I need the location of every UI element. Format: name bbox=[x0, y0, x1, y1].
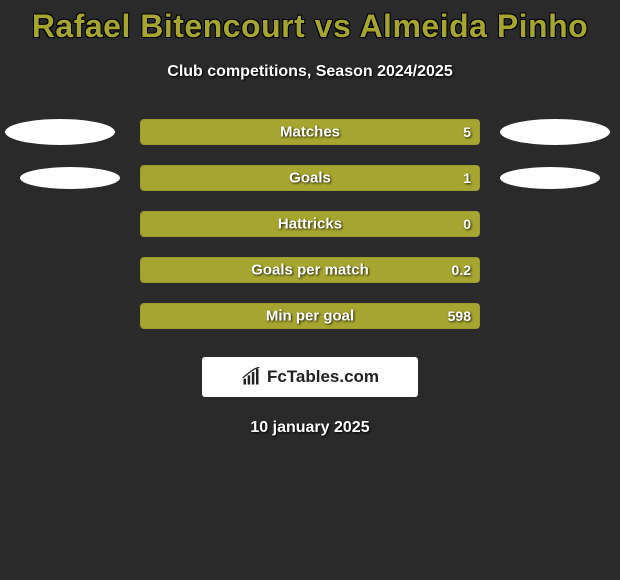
stats-container: Matches5 Goals1 Hattricks0 Goals per match0… bbox=[0, 119, 620, 329]
stat-row: Hattricks0 bbox=[0, 211, 620, 237]
stat-bar: Goals per match0.2 bbox=[140, 257, 480, 283]
stat-value: 0.2 bbox=[452, 262, 471, 278]
stat-value: 5 bbox=[463, 124, 471, 140]
stat-bar-fill bbox=[141, 212, 479, 236]
stat-row: Matches5 bbox=[0, 119, 620, 145]
stat-bar: Matches5 bbox=[140, 119, 480, 145]
stat-bar-fill bbox=[141, 120, 479, 144]
stat-row: Min per goal598 bbox=[0, 303, 620, 329]
subtitle: Club competitions, Season 2024/2025 bbox=[0, 63, 620, 81]
stat-value: 1 bbox=[463, 170, 471, 186]
stat-bar-fill bbox=[141, 258, 479, 282]
player-marker-left bbox=[5, 119, 115, 145]
stat-bar: Hattricks0 bbox=[140, 211, 480, 237]
stat-value: 0 bbox=[463, 216, 471, 232]
player-marker-right bbox=[500, 119, 610, 145]
stat-bar-fill bbox=[141, 166, 479, 190]
stat-row: Goals per match0.2 bbox=[0, 257, 620, 283]
player-marker-right bbox=[500, 167, 600, 189]
stat-bar: Min per goal598 bbox=[140, 303, 480, 329]
date-text: 10 january 2025 bbox=[0, 419, 620, 437]
stat-value: 598 bbox=[448, 308, 471, 324]
brand-text: FcTables.com bbox=[267, 367, 379, 387]
chart-icon bbox=[241, 367, 261, 387]
stat-row: Goals1 bbox=[0, 165, 620, 191]
player-marker-left bbox=[20, 167, 120, 189]
brand-box[interactable]: FcTables.com bbox=[202, 357, 418, 397]
stat-bar-fill bbox=[141, 304, 479, 328]
page-title: Rafael Bitencourt vs Almeida Pinho bbox=[0, 0, 620, 45]
stat-bar: Goals1 bbox=[140, 165, 480, 191]
